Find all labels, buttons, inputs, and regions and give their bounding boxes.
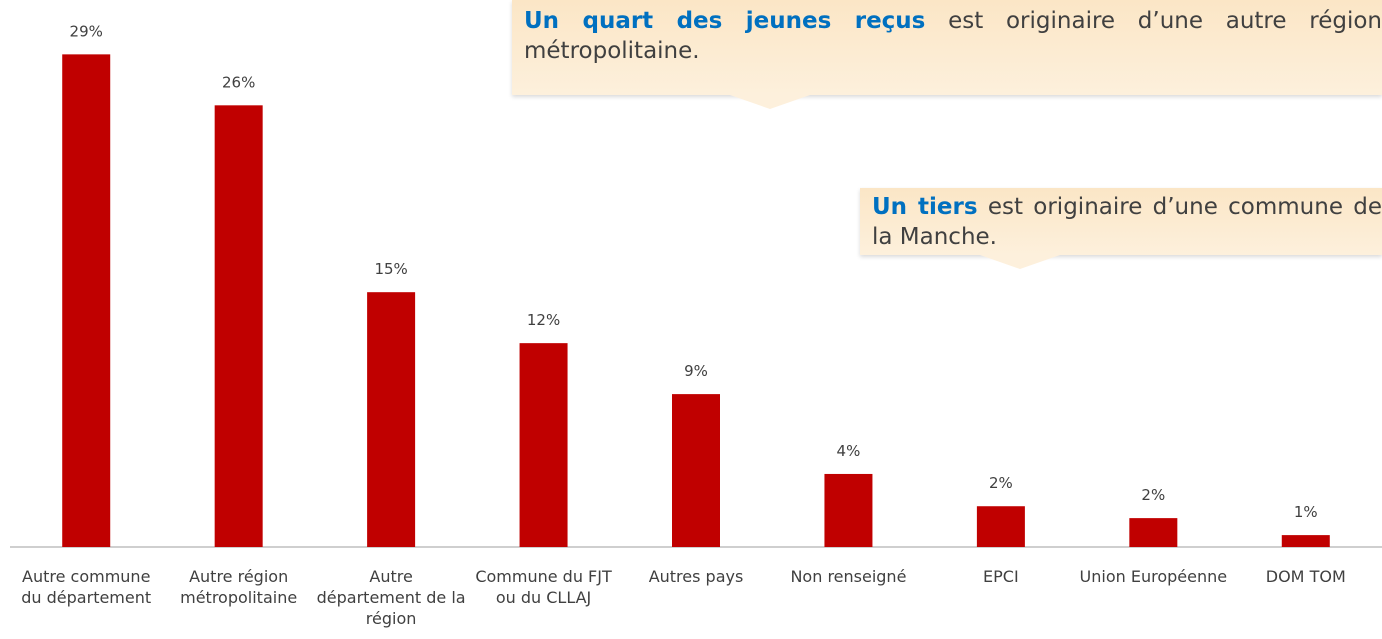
- x-tick-label: Commune du FJT ou du CLLAJ: [475, 567, 612, 607]
- bar: [672, 394, 720, 547]
- bar: [1281, 535, 1330, 547]
- x-tick-label: EPCI: [983, 567, 1019, 586]
- data-label: 1%: [1294, 503, 1318, 521]
- callout-tip: [730, 95, 810, 109]
- x-tick-label: Autre département de la région: [316, 567, 466, 628]
- data-label: 15%: [374, 260, 407, 278]
- callout-text: est originaire d’une autre région métrop…: [524, 8, 1382, 64]
- x-tick-label: Autres pays: [648, 567, 744, 586]
- x-tick-label: DOM TOM: [1265, 567, 1346, 586]
- data-label: 29%: [70, 22, 103, 40]
- x-tick-label: Union Européenne: [1079, 567, 1228, 586]
- bar: [1129, 518, 1178, 547]
- bar: [214, 105, 263, 547]
- data-label: 26%: [222, 73, 255, 91]
- bar: [62, 54, 111, 547]
- x-tick-label: Non renseigné: [790, 567, 907, 586]
- callout: Un quart des jeunes reçus est originaire…: [512, 0, 1382, 109]
- data-label: 2%: [989, 474, 1013, 492]
- callout-tip: [980, 255, 1060, 269]
- x-tick-label: Autre commune du département: [21, 567, 152, 607]
- data-label: 12%: [527, 311, 560, 329]
- bar: [367, 292, 416, 547]
- bar: [976, 506, 1025, 547]
- callout-text: est originaire d’une commune de la Manch…: [872, 194, 1382, 250]
- callout: Un tiers est originaire d’une commune de…: [860, 188, 1382, 269]
- data-label: 9%: [684, 362, 708, 380]
- x-tick-label: Autre région métropolitaine: [180, 567, 298, 607]
- callout-bold: Un tiers: [872, 194, 978, 220]
- callout-bold: Un quart des jeunes reçus: [524, 8, 926, 34]
- data-label: 2%: [1141, 486, 1165, 504]
- bar: [519, 343, 568, 547]
- data-label: 4%: [837, 442, 861, 460]
- bar: [824, 473, 873, 547]
